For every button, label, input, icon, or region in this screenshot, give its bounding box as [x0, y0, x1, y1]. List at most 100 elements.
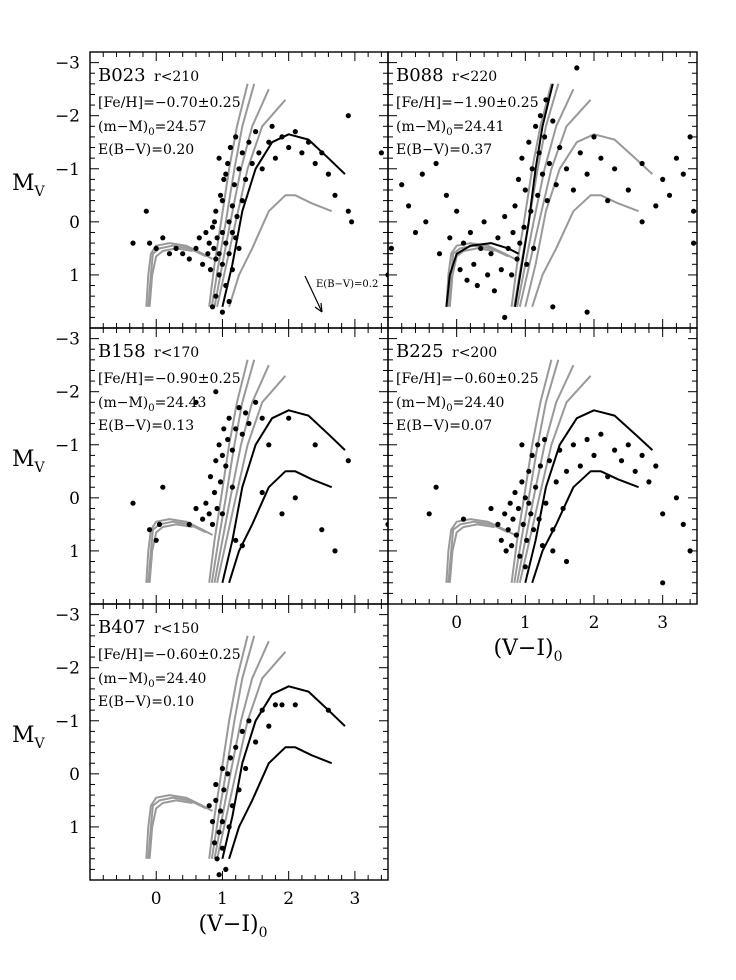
star-point [691, 208, 697, 214]
star-point [325, 707, 331, 713]
star-point [605, 198, 611, 204]
distance-modulus-text: (m−M) [98, 395, 148, 411]
star-point [180, 251, 186, 257]
star-point [209, 304, 216, 310]
star-point [211, 489, 218, 496]
star-point [536, 516, 542, 522]
star-point [537, 113, 544, 119]
isochrone-line [524, 409, 654, 584]
star-point [207, 267, 214, 273]
y-tick-label: −1 [55, 160, 80, 180]
star-point [491, 288, 497, 294]
x-axis-label-sub: 0 [259, 925, 268, 941]
y-tick-label: 1 [69, 818, 80, 838]
star-point [233, 235, 239, 241]
star-point [213, 256, 219, 262]
y-axis-label-text: M [12, 447, 35, 472]
isochrone-line [221, 685, 346, 860]
star-point [474, 282, 480, 289]
isochrone-line [148, 247, 193, 307]
star-point [203, 229, 209, 236]
distance-modulus-label: (m−M)0=24.40 [98, 671, 206, 690]
star-point [319, 527, 325, 533]
star-point [209, 521, 216, 528]
isochrone-line [531, 194, 639, 308]
star-point [529, 166, 535, 172]
star-point [216, 251, 222, 257]
metallicity-label: [Fe/H]=−0.60±0.25 [396, 371, 539, 387]
star-point [209, 224, 216, 230]
y-tick-label: 1 [69, 266, 80, 286]
star-point [605, 474, 611, 480]
star-point [436, 251, 443, 257]
star-point [539, 543, 546, 549]
isochrone-line [147, 244, 207, 307]
star-point [412, 229, 419, 236]
star-point [286, 144, 292, 151]
isochrone-line [210, 83, 256, 307]
star-point [227, 755, 233, 761]
star-point [243, 176, 249, 182]
star-point [206, 240, 212, 246]
star-point [259, 707, 265, 713]
star-point [515, 505, 522, 512]
star-point [447, 235, 453, 241]
star-point [584, 309, 590, 315]
reddening-vector-label: E(B−V)=0.2 [316, 279, 378, 290]
star-point [279, 702, 285, 708]
star-point [219, 765, 225, 772]
isochrone-line [221, 409, 346, 584]
star-point [691, 240, 697, 246]
star-point [332, 192, 338, 198]
model-curves [445, 83, 654, 308]
star-point [213, 781, 219, 788]
model-curves [145, 83, 346, 308]
cluster-name: B158 [98, 341, 146, 362]
star-point [186, 521, 192, 528]
isochrone-line [145, 794, 213, 859]
isochrone-line [513, 359, 560, 583]
star-point [193, 245, 199, 251]
star-point [272, 155, 278, 161]
distance-modulus-value: =24.41 [453, 119, 505, 135]
star-point [229, 267, 235, 273]
star-point [229, 447, 235, 453]
x-tick-label: 2 [589, 613, 600, 633]
distance-modulus-value: =24.57 [155, 119, 207, 135]
star-point [563, 166, 570, 172]
star-point [236, 787, 242, 793]
isochrone-line [448, 523, 495, 583]
star-point [502, 314, 508, 320]
star-point [223, 240, 229, 246]
isochrone-line [208, 83, 249, 307]
star-point [533, 123, 539, 129]
panel-b407: −3 −2 −1 0 1 0 1 2 3 B407 r<150 [Fe/H]=−0.60±0.25 (m… [55, 603, 389, 909]
star-point [533, 484, 539, 490]
star-point [536, 150, 542, 156]
star-point [553, 182, 559, 188]
star-point [217, 479, 224, 485]
star-point [680, 521, 686, 528]
x-tick-label: 2 [283, 889, 294, 909]
star-point [160, 235, 166, 241]
model-curves [145, 635, 346, 860]
star-point [345, 113, 351, 119]
y-axis-label-sub: V [34, 736, 46, 752]
star-point [259, 489, 265, 496]
star-point [515, 176, 522, 182]
isochrone-line [510, 83, 553, 307]
star-point [563, 558, 570, 565]
star-point [467, 229, 473, 236]
star-point [292, 702, 298, 708]
star-point [279, 511, 285, 517]
star-point [481, 219, 487, 225]
star-point [591, 134, 597, 140]
x-tick-label: 1 [217, 889, 228, 909]
model-curves [445, 359, 654, 584]
isochrone-line [518, 99, 592, 308]
y-tick-label: 0 [69, 765, 80, 785]
isochrone-line [213, 88, 270, 307]
star-point [526, 139, 532, 145]
star-point [214, 235, 220, 241]
star-point [460, 240, 467, 246]
